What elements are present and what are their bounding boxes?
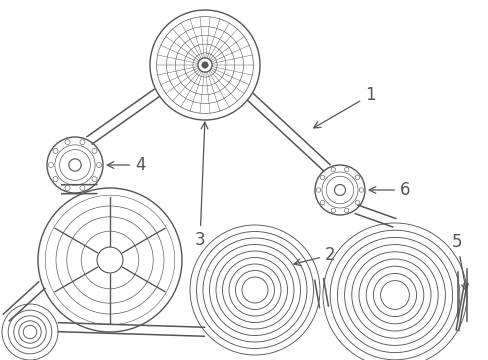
Circle shape [344, 167, 348, 172]
Text: 5: 5 [451, 233, 468, 291]
Circle shape [354, 201, 359, 205]
Text: 6: 6 [368, 181, 409, 199]
Circle shape [316, 188, 320, 192]
Circle shape [53, 148, 58, 153]
Circle shape [330, 208, 335, 213]
Circle shape [65, 185, 70, 190]
Circle shape [330, 167, 335, 172]
Circle shape [320, 201, 324, 205]
Circle shape [354, 175, 359, 180]
Text: 3: 3 [194, 122, 207, 249]
Circle shape [80, 185, 85, 190]
Circle shape [320, 175, 324, 180]
Text: 1: 1 [313, 86, 375, 128]
Circle shape [96, 162, 102, 167]
Circle shape [48, 162, 53, 167]
Text: 2: 2 [293, 246, 335, 266]
Circle shape [92, 177, 97, 182]
Circle shape [359, 188, 363, 192]
Circle shape [65, 140, 70, 145]
Text: 4: 4 [107, 156, 145, 174]
Circle shape [344, 208, 348, 213]
Circle shape [92, 148, 97, 153]
Circle shape [53, 177, 58, 182]
Circle shape [80, 140, 85, 145]
Circle shape [201, 62, 208, 68]
